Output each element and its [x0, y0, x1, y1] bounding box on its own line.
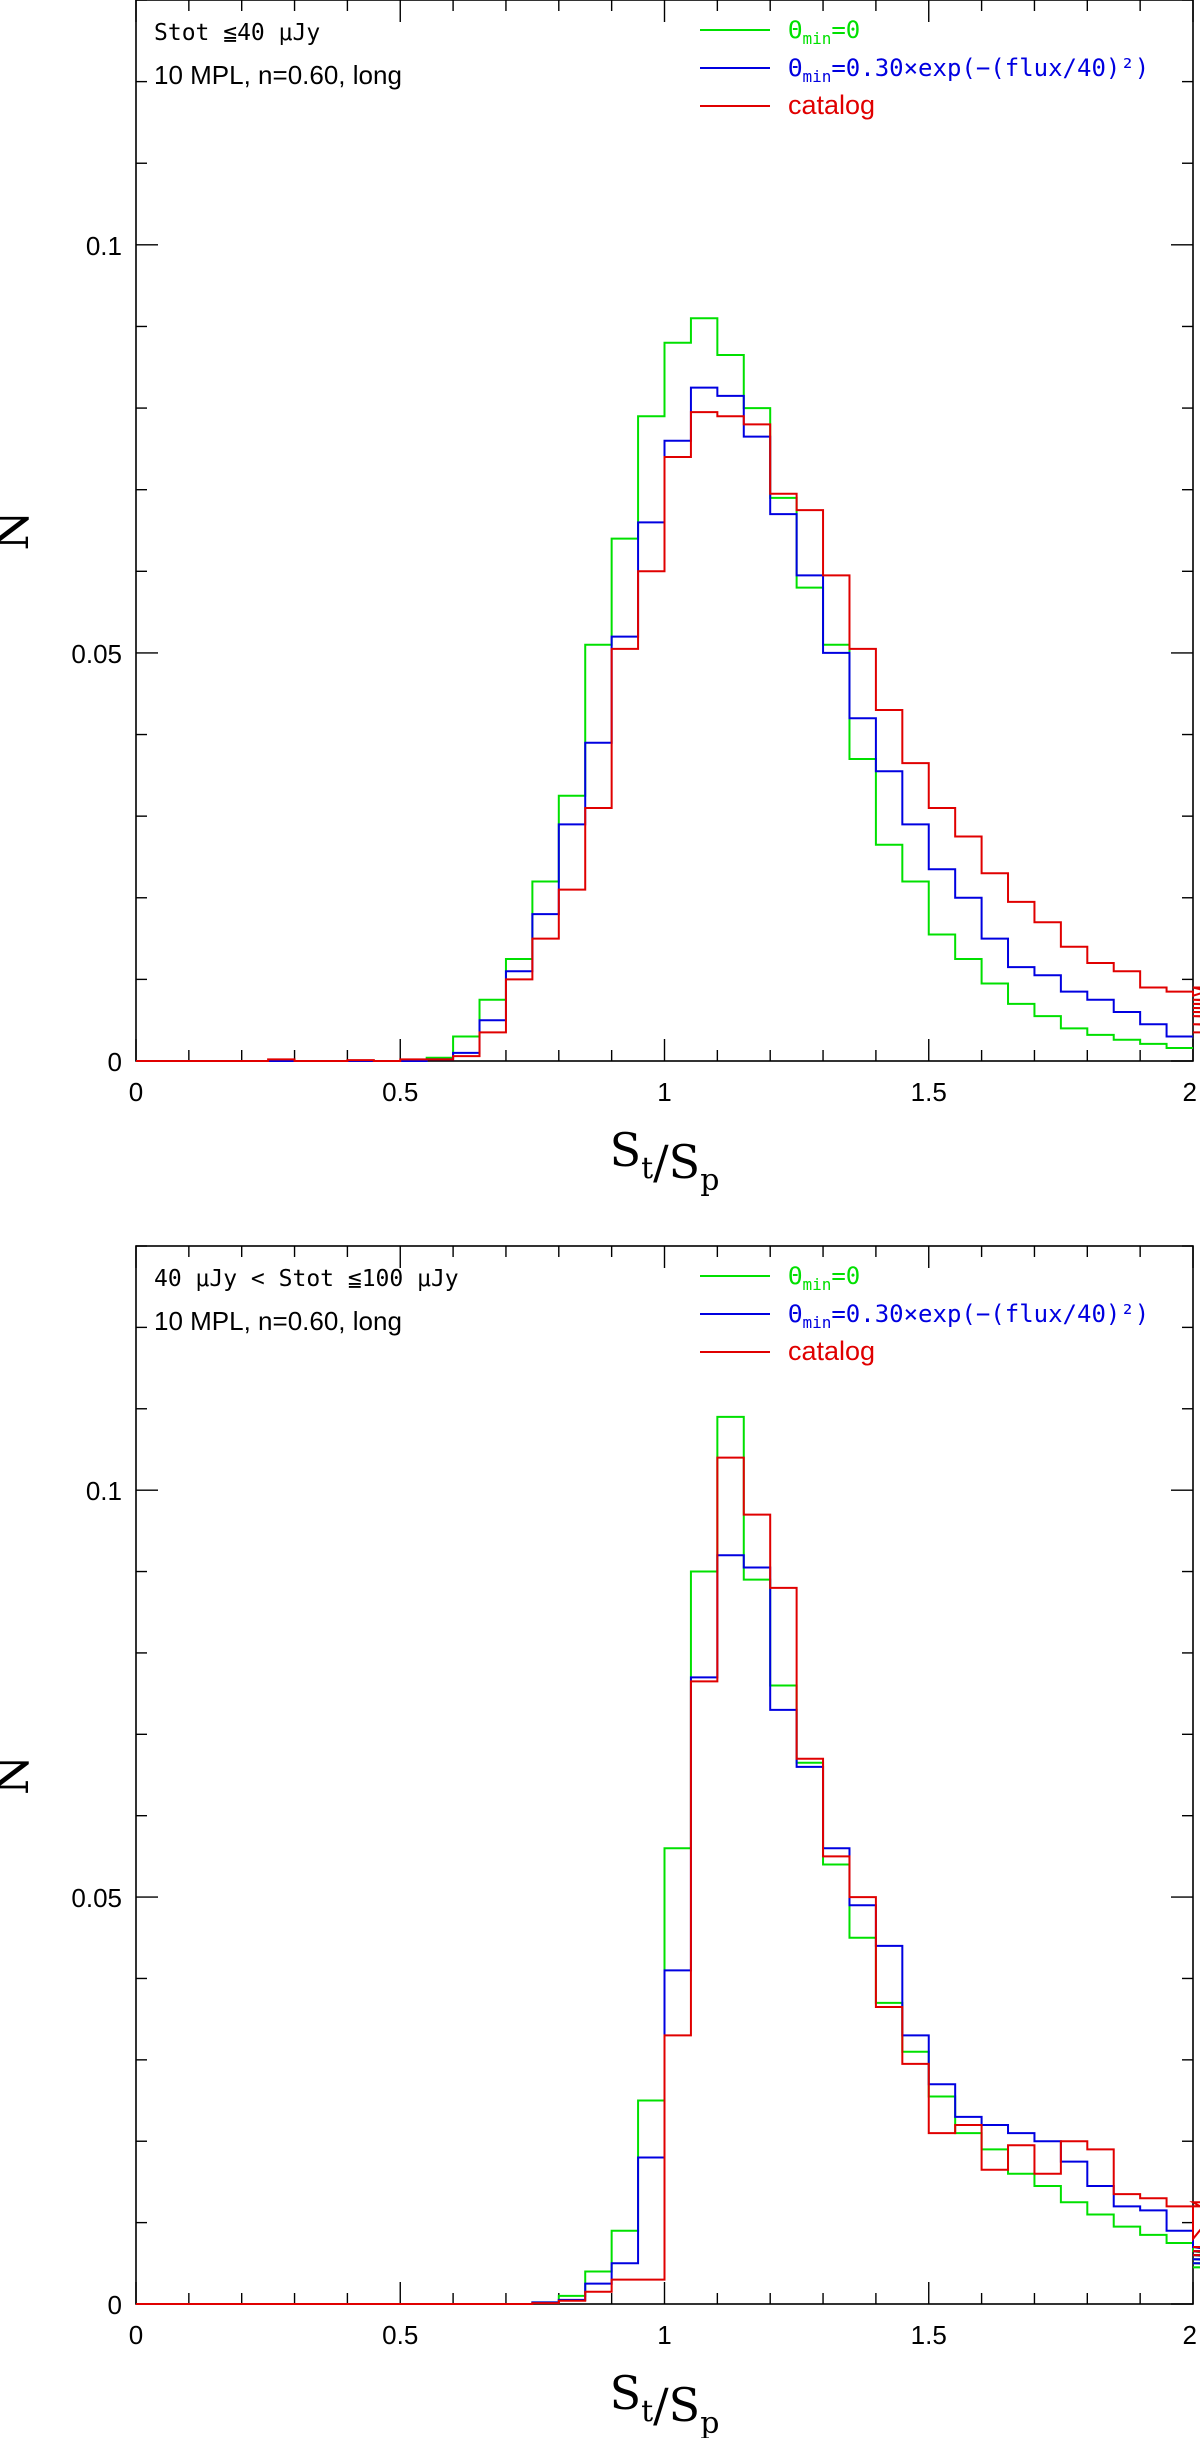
x-tick-label: 1.5: [911, 1077, 947, 1107]
annotation-params: 10 MPL, n=0.60, long: [154, 1306, 402, 1336]
y-tick-label: 0: [108, 1047, 122, 1077]
x-axis-label: St/Sp: [610, 2366, 720, 2438]
x-tick-label: 1: [657, 1077, 671, 1107]
y-axis-label: N: [0, 1755, 39, 1795]
x-tick-label: 0.5: [382, 1077, 418, 1107]
annotation-flux-range: 40 μJy < Stot ≦100 μJy: [154, 1266, 459, 1292]
y-tick-label: 0.05: [71, 639, 122, 669]
x-tick-label: 0: [129, 1077, 143, 1107]
annotation-params: 10 MPL, n=0.60, long: [154, 60, 402, 90]
y-tick-label: 0.1: [86, 1476, 122, 1506]
legend-entry: Θmin=0.30×exp(−(flux/40)²): [788, 1300, 1149, 1332]
x-tick-label: 1.5: [911, 2320, 947, 2350]
x-tick-label: 0: [129, 2320, 143, 2350]
x-tick-label: 0.5: [382, 2320, 418, 2350]
legend-entry: Θmin=0.30×exp(−(flux/40)²): [788, 54, 1149, 86]
histogram-panel-top: 0 0.5 1 1.5 2 0 0.05 0.1 St/Sp N Stot ≦40 μJy 10 MP…: [0, 0, 1200, 1198]
legend-entry: Θmin=0: [788, 16, 860, 48]
histogram-series: [136, 1415, 1200, 2305]
histogram-panel-bottom: 0 0.5 1 1.5 2 0 0.05 0.1 St/Sp N 40 μJy < Stot ≦10…: [0, 1245, 1200, 2438]
histogram-series: [136, 1554, 1200, 2305]
y-tick-label: 0: [108, 2290, 122, 2320]
histogram-series: [136, 1456, 1200, 2305]
y-axis-label: N: [0, 510, 39, 550]
legend-entry: Θmin=0: [788, 1262, 860, 1294]
histogram-series: [136, 411, 1200, 1062]
legend-entry: catalog: [788, 1336, 875, 1366]
annotation-flux-range: Stot ≦40 μJy: [154, 20, 320, 46]
x-tick-label: 2: [1183, 1077, 1197, 1107]
x-tick-label: 1: [657, 2320, 671, 2350]
y-tick-label: 0.1: [86, 231, 122, 261]
x-axis-label: St/Sp: [610, 1123, 720, 1198]
legend-entry: catalog: [788, 90, 875, 120]
x-tick-label: 2: [1183, 2320, 1197, 2350]
y-tick-label: 0.05: [71, 1883, 122, 1913]
histogram-series: [136, 317, 1193, 1062]
